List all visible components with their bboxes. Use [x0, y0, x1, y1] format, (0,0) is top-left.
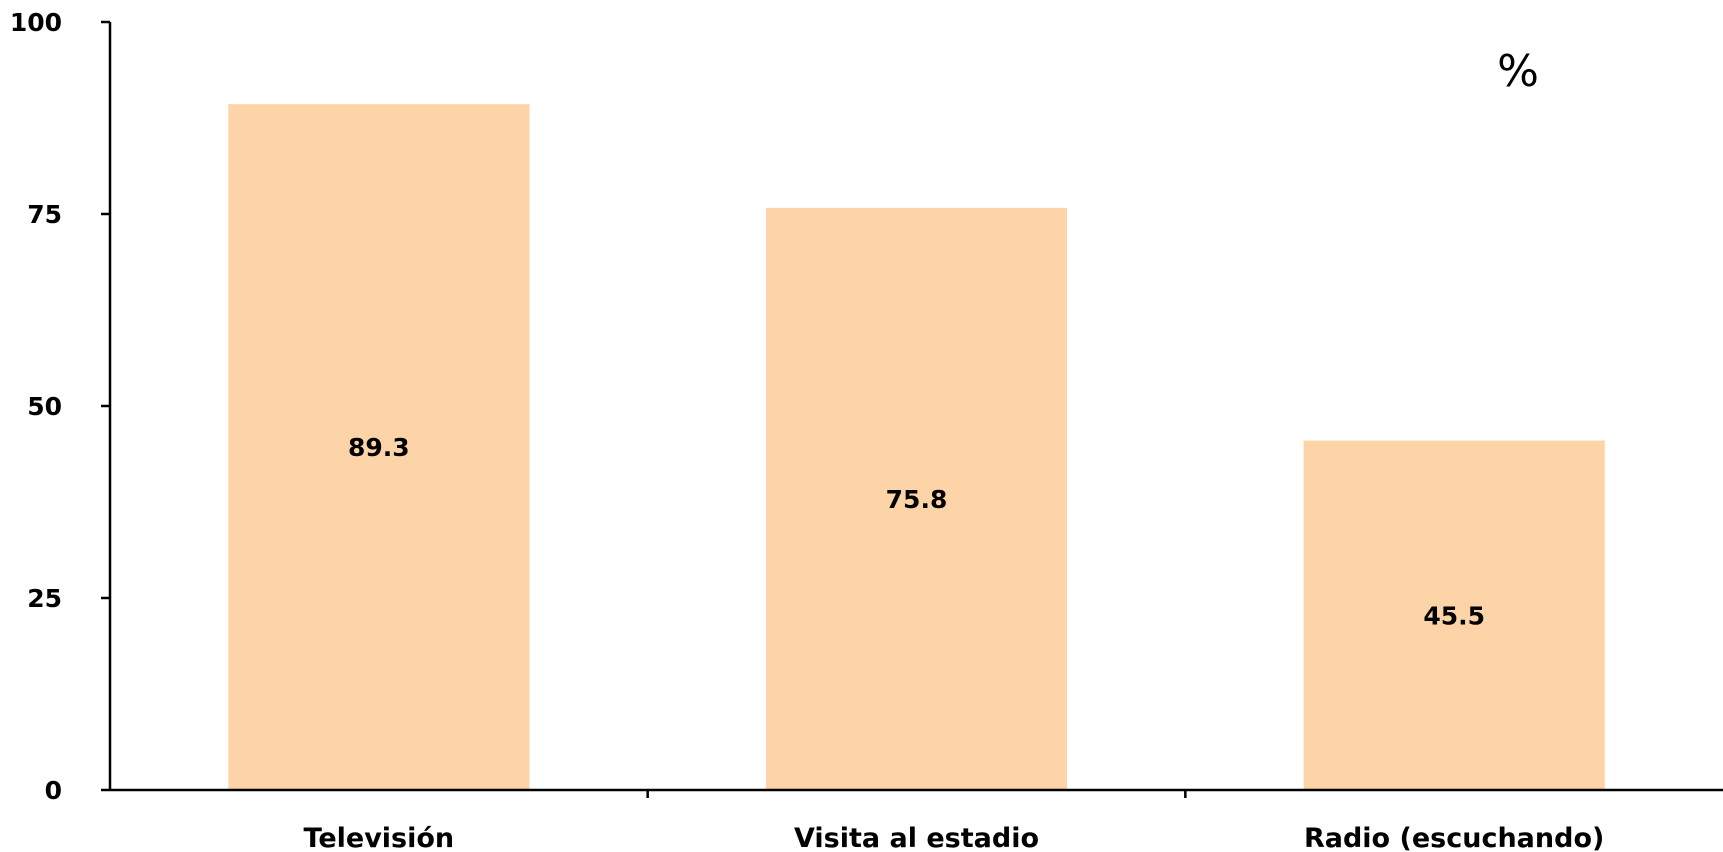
category-label-2: Visita al estadio: [794, 823, 1039, 852]
y-tick-label-50: 50: [27, 392, 62, 421]
bar-1: [228, 104, 530, 790]
labels-group: 89.3 Televisión 75.8 Visita al estadio 45.5 R…: [10, 8, 1605, 852]
unit-annotation: %: [1497, 46, 1539, 97]
y-tick-label-75: 75: [27, 200, 62, 229]
bar-2: [765, 207, 1068, 790]
axes-group: [101, 20, 1723, 798]
data-label-3: 45.5: [1423, 601, 1485, 630]
bars-group: [228, 104, 1605, 790]
category-label-3: Radio (escuchando): [1304, 823, 1604, 852]
bar-3: [1303, 440, 1605, 790]
y-tick-label-0: 0: [45, 776, 62, 805]
y-tick-label-100: 100: [10, 8, 62, 37]
data-label-1: 89.3: [348, 433, 410, 462]
category-label-1: Televisión: [303, 823, 454, 852]
data-label-2: 75.8: [886, 485, 948, 514]
y-tick-label-25: 25: [27, 584, 62, 613]
